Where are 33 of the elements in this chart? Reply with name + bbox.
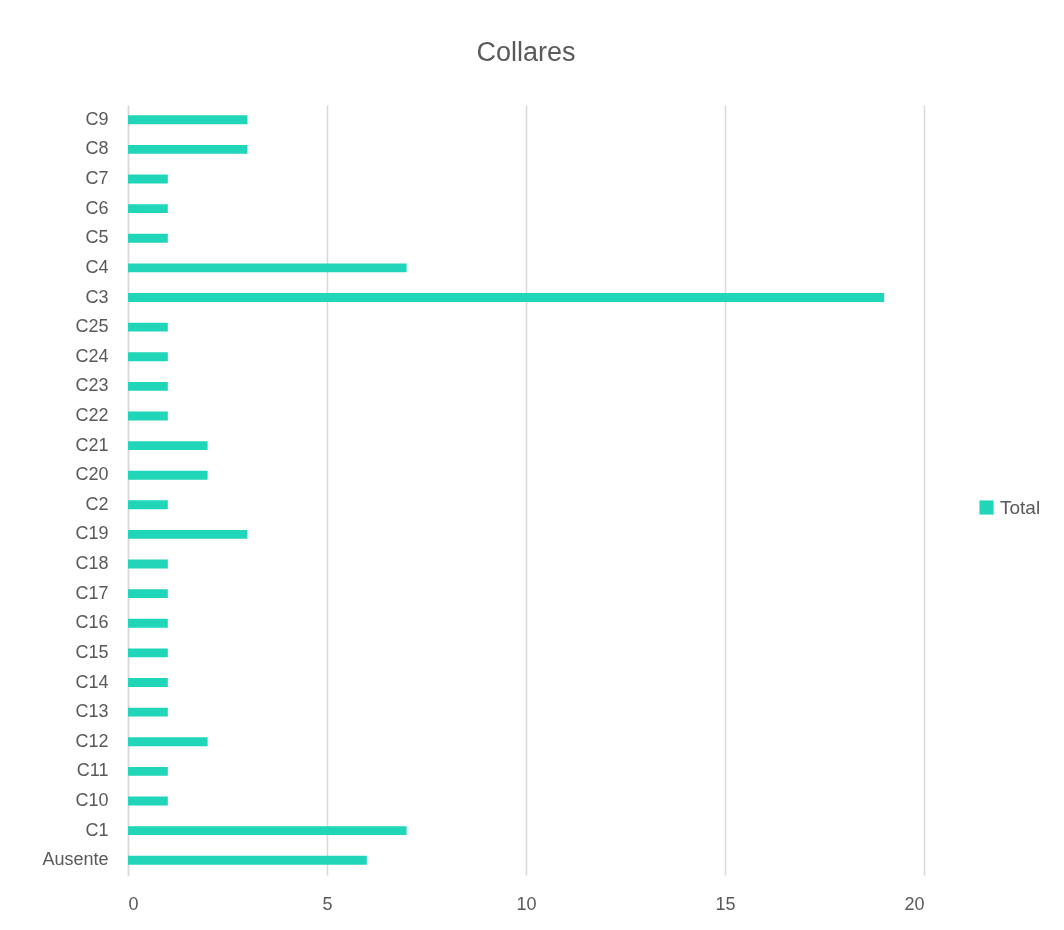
x-tick-label: 10 bbox=[516, 893, 537, 914]
chart-title: Collares bbox=[476, 37, 576, 67]
x-tick-label: 15 bbox=[715, 893, 736, 914]
y-tick-label: C12 bbox=[75, 730, 109, 751]
y-tick-label: C16 bbox=[75, 612, 109, 633]
x-tick-label: 20 bbox=[904, 893, 925, 914]
y-tick-label: C3 bbox=[85, 286, 109, 307]
legend-label: Total bbox=[1000, 496, 1041, 518]
y-tick-label: C18 bbox=[75, 553, 109, 574]
y-tick-label: C6 bbox=[85, 197, 109, 218]
y-tick-label: C22 bbox=[75, 404, 109, 425]
x-tick-label: 0 bbox=[128, 893, 139, 914]
x-tick-label: 5 bbox=[322, 893, 333, 914]
y-tick-label: C15 bbox=[75, 641, 109, 662]
y-tick-label: C11 bbox=[76, 760, 109, 781]
y-tick-label: C5 bbox=[85, 227, 109, 248]
y-tick-label: C7 bbox=[85, 168, 109, 189]
y-tick-label: C24 bbox=[75, 345, 109, 366]
y-tick-label: C2 bbox=[85, 493, 109, 514]
y-tick-label: C17 bbox=[75, 582, 109, 603]
y-tick-label: C25 bbox=[75, 316, 109, 337]
y-tick-label: C20 bbox=[75, 464, 109, 485]
y-tick-label: C1 bbox=[85, 819, 109, 840]
y-tick-label: C8 bbox=[85, 138, 109, 159]
y-tick-label: C4 bbox=[85, 256, 109, 277]
y-tick-label: C14 bbox=[75, 671, 109, 692]
y-tick-label: C19 bbox=[75, 523, 109, 544]
y-tick-label: C21 bbox=[75, 434, 109, 455]
y-tick-label: C13 bbox=[75, 701, 109, 722]
y-tick-label: Ausente bbox=[42, 849, 109, 870]
y-tick-label: C23 bbox=[75, 375, 109, 396]
y-tick-label: C9 bbox=[85, 108, 109, 129]
y-tick-label: C10 bbox=[75, 789, 109, 810]
